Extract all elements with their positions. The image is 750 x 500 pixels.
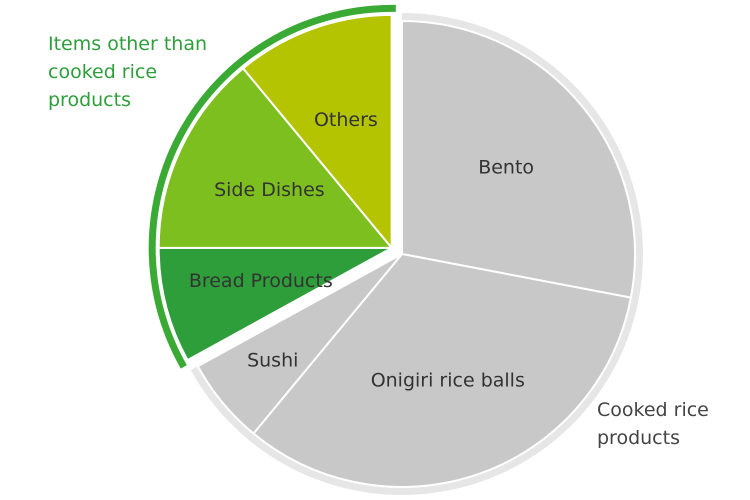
- pie-slice: [157, 66, 394, 249]
- group-label: Items other than cooked rice products: [48, 33, 208, 111]
- slice-label: Bento: [478, 156, 534, 178]
- pie-slice: [252, 252, 633, 488]
- slice-label: Sushi: [247, 349, 298, 371]
- slice-label: Side Dishes: [214, 179, 325, 201]
- slice-label: Bread Products: [189, 270, 333, 292]
- group-label: Cooked rice products: [597, 399, 709, 449]
- slice-label: Others: [314, 109, 378, 131]
- pie-slice: [241, 13, 393, 251]
- pie-slice: [196, 253, 403, 435]
- pie-slice: [401, 19, 636, 299]
- group-ring: [148, 4, 396, 369]
- slice-label: Onigiri rice balls: [371, 370, 525, 392]
- pie-slice: [157, 246, 393, 362]
